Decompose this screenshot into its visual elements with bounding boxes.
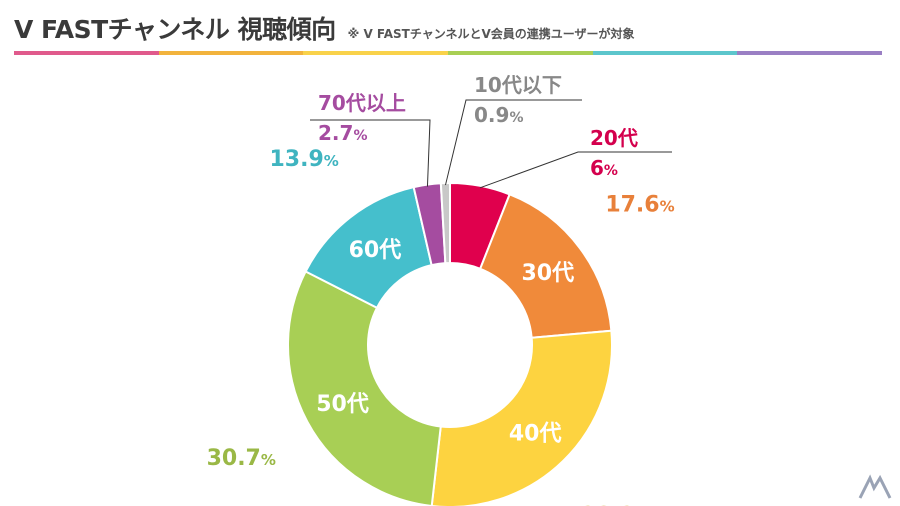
header-bar-segment xyxy=(592,51,738,55)
header-color-bar xyxy=(14,51,883,55)
svg-text:6%: 6% xyxy=(590,156,618,180)
slice-10代以下 xyxy=(439,181,451,265)
callout-10代以下: 10代以下 0.9% xyxy=(444,73,582,186)
slice-label: 30代 xyxy=(521,261,574,286)
page-subtitle: ※ V FASTチャンネルとV会員の連携ユーザーが対象 xyxy=(347,27,635,41)
header-bar-segment xyxy=(158,51,304,55)
svg-text:70代以上: 70代以上 xyxy=(318,91,406,115)
svg-text:2.7%: 2.7% xyxy=(318,121,367,145)
slice-40代 xyxy=(430,329,613,506)
value-label: 30.7% xyxy=(207,446,276,471)
svg-text:20代: 20代 xyxy=(590,126,638,150)
svg-text:0.9%: 0.9% xyxy=(474,103,523,127)
callout-70代以上: 70代以上 2.7% xyxy=(310,91,431,187)
slice-label: 50代 xyxy=(316,392,369,417)
title-row: V FASTチャンネル 視聴傾向 ※ V FASTチャンネルとV会員の連携ユーザ… xyxy=(14,10,635,50)
header-bar-segment xyxy=(303,51,449,55)
slice-label: 60代 xyxy=(349,238,402,263)
header-bar-segment xyxy=(737,51,883,55)
logo-icon xyxy=(858,474,892,499)
value-label: 17.6% xyxy=(605,192,674,217)
header-bar-segment xyxy=(14,51,159,55)
value-label: 13.9% xyxy=(269,147,338,172)
svg-text:10代以下: 10代以下 xyxy=(474,73,562,97)
header-bar-segment xyxy=(448,51,593,55)
slice-50代 xyxy=(287,270,442,506)
page-title: V FASTチャンネル 視聴傾向 xyxy=(14,15,336,44)
value-label: 28.2% xyxy=(581,504,650,506)
slice-label: 40代 xyxy=(509,421,562,446)
